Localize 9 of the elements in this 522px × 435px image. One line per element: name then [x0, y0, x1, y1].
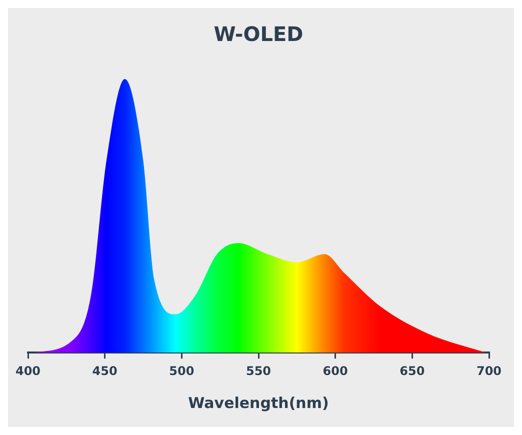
x-tick-label: 700	[476, 364, 502, 378]
x-tick-label: 550	[246, 364, 272, 378]
x-tick-label: 650	[400, 364, 425, 378]
x-tick-label: 450	[92, 364, 118, 378]
chart-title: W-OLED	[214, 22, 304, 46]
x-tick-label: 500	[169, 364, 194, 378]
x-tick-label: 400	[15, 364, 41, 378]
x-axis-title: Wavelength(nm)	[188, 394, 329, 412]
x-tick-label: 600	[322, 364, 348, 378]
